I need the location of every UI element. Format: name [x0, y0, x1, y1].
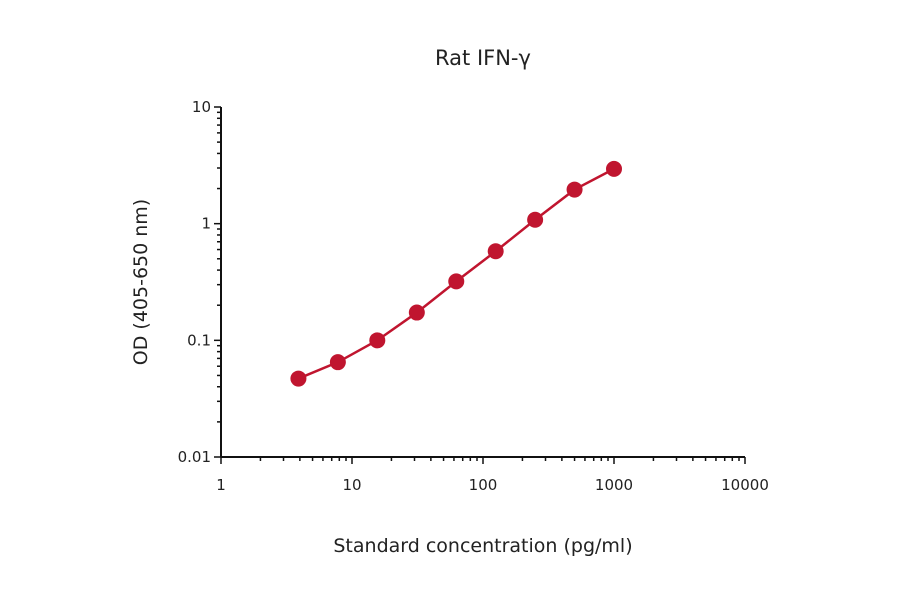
x-tick-label: 10000 [721, 476, 769, 494]
chart-title: Rat IFN-γ [435, 46, 531, 70]
data-point [369, 332, 386, 349]
x-tick-label: 10 [342, 476, 361, 494]
data-point [329, 354, 346, 371]
data-point [566, 181, 583, 198]
data-point [290, 370, 307, 387]
x-tick-label: 1000 [595, 476, 633, 494]
series-marks [290, 160, 622, 387]
data-point [487, 243, 504, 260]
x-tick-label: 1 [216, 476, 226, 494]
y-tick-label: 1 [201, 215, 211, 233]
x-axis-title: Standard concentration (pg/ml) [333, 535, 632, 557]
y-tick-label: 0.01 [178, 448, 211, 466]
axes: 1 10 100 1000 10000 0.01 0.1 1 10 [178, 98, 769, 494]
y-tick-label: 0.1 [187, 331, 211, 349]
data-point [527, 211, 544, 228]
data-point [606, 160, 622, 177]
x-tick-label: 100 [469, 476, 498, 494]
data-point [448, 273, 465, 290]
y-axis-title: OD (405-650 nm) [130, 199, 152, 365]
data-point [408, 304, 425, 321]
y-tick-label: 10 [192, 98, 211, 116]
